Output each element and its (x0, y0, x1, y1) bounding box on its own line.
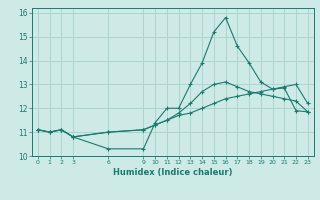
X-axis label: Humidex (Indice chaleur): Humidex (Indice chaleur) (113, 168, 233, 177)
